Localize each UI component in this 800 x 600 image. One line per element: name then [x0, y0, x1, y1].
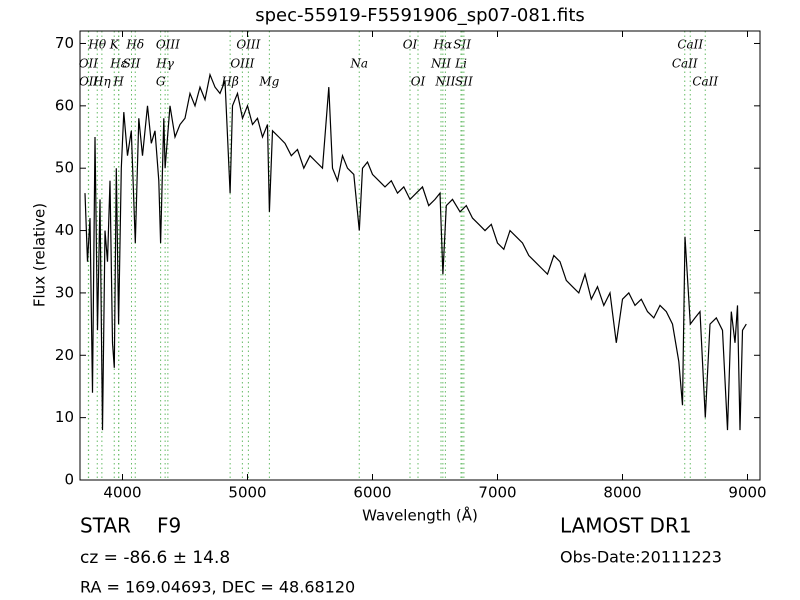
spectral-line-label: Na: [349, 57, 368, 71]
chart-title: spec-55919-F5591906_sp07-081.fits: [255, 5, 585, 26]
object-class: STAR: [80, 514, 131, 538]
spectral-line-label: SII: [123, 57, 141, 71]
subclass: F9: [157, 514, 181, 538]
spectral-line-label: Li: [454, 57, 467, 71]
spectral-line-label: Hα: [433, 38, 453, 52]
y-tick-label: 70: [55, 34, 74, 52]
y-axis-label: Flux (relative): [31, 203, 49, 307]
spectral-line-label: OIII: [236, 38, 260, 52]
y-tick-label: 30: [55, 283, 74, 301]
spectral-line-label: OI: [403, 38, 418, 52]
x-tick-label: 5000: [228, 484, 266, 502]
spectral-line-label: G: [156, 75, 166, 89]
spectral-line-label: SII: [453, 38, 471, 52]
spectral-line-label: Hδ: [125, 38, 144, 52]
spectral-line-label: SII: [455, 75, 473, 89]
y-tick-label: 60: [55, 96, 74, 114]
x-tick-label: 4000: [103, 484, 141, 502]
spectral-line-label: NII: [430, 57, 451, 71]
x-tick-label: 7000: [478, 484, 516, 502]
x-tick-label: 6000: [353, 484, 391, 502]
spectral-line-label: NII: [434, 75, 455, 89]
spectral-line-label: OI: [411, 75, 426, 89]
spectral-line-label: OII: [79, 75, 99, 89]
spectral-line-label: K: [109, 38, 120, 52]
spectral-line-label: OIII: [156, 38, 180, 52]
y-tick-label: 20: [55, 346, 74, 364]
spectral-line-label: H: [112, 75, 124, 89]
spectral-line-label: CaII: [677, 38, 703, 52]
spectral-line-label: Mg: [258, 75, 279, 89]
spectral-line-label: CaII: [692, 75, 718, 89]
coordinates: RA = 169.04693, DEC = 48.68120: [80, 578, 355, 597]
obs-date: Obs-Date:20111223: [560, 548, 722, 567]
y-tick-label: 40: [55, 221, 74, 239]
spectral-line-label: CaII: [672, 57, 698, 71]
plot-frame: [79, 30, 761, 481]
spectral-line-label: Hη: [92, 75, 111, 89]
x-axis-label: Wavelength (Å): [362, 506, 478, 525]
spectral-line-label: Hγ: [155, 57, 174, 71]
y-tick-label: 10: [55, 408, 74, 426]
spectrum-line: [84, 72, 747, 431]
spectral-line-label: OIII: [230, 57, 254, 71]
y-tick-label: 50: [55, 159, 74, 177]
x-tick-label: 8000: [603, 484, 641, 502]
y-tick-label: 0: [64, 471, 74, 489]
redshift: cz = -86.6 ± 14.8: [80, 548, 230, 568]
spectral-line-label: Hθ: [87, 38, 106, 52]
x-tick-label: 9000: [728, 484, 766, 502]
survey: LAMOST DR1: [560, 514, 692, 538]
